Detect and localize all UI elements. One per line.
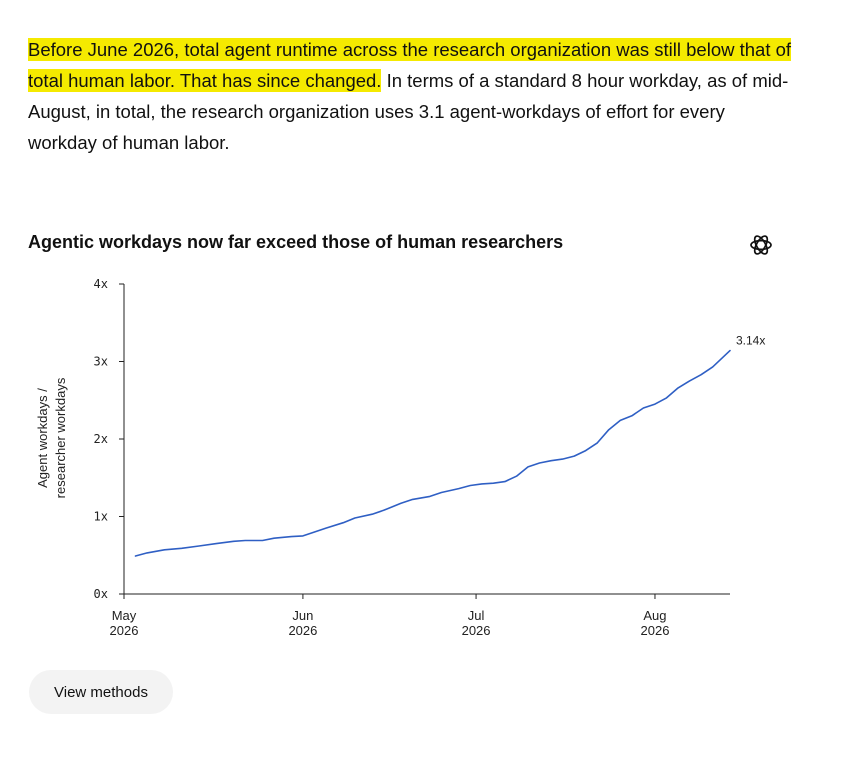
y-axis-title-line-2: researcher workdays [53, 377, 68, 498]
x-tick-year-label: 2026 [110, 623, 139, 638]
chart-title: Agentic workdays now far exceed those of… [28, 232, 564, 252]
intro-rest-text: In terms of a standard 8 hour workday, a… [28, 70, 789, 153]
x-tick-month-label: Aug [643, 608, 666, 623]
view-methods-button[interactable]: View methods [29, 670, 173, 714]
y-tick-label: 4x [94, 277, 108, 291]
intro-paragraph: Before June 2026, total agent runtime ac… [28, 34, 798, 158]
y-tick-label: 0x [94, 587, 108, 601]
x-tick-month-label: May [112, 608, 137, 623]
x-tick-year-label: 2026 [641, 623, 670, 638]
x-tick-month-label: Jun [292, 608, 313, 623]
x-tick-year-label: 2026 [462, 623, 491, 638]
chart-area: Agent workdays / researcher workdays 0x 1… [35, 277, 765, 638]
series-line [134, 349, 731, 557]
y-tick-label: 3x [94, 355, 108, 369]
openai-logo-icon [750, 235, 772, 255]
series-end-label: 3.14x [736, 334, 765, 348]
x-tick-month-label: Jul [468, 608, 485, 623]
x-tick-year-label: 2026 [288, 623, 317, 638]
y-axis-title-line-1: Agent workdays / [35, 388, 50, 488]
series-layer: 3.14x [134, 334, 765, 557]
y-tick-label: 1x [94, 510, 108, 524]
y-axis-title: Agent workdays / researcher workdays [35, 377, 68, 498]
y-tick-label: 2x [94, 432, 108, 446]
